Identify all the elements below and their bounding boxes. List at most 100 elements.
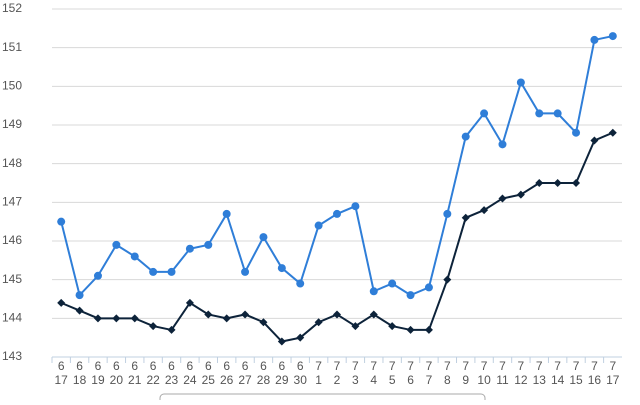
x-tick-label: 6 [407,373,414,387]
point [185,298,194,307]
point [498,194,507,203]
x-tick-label: 7 [591,359,598,373]
x-tick-label: 6 [278,359,285,373]
x-tick-label: 7 [426,373,433,387]
x-tick-label: 7 [554,359,561,373]
point [204,310,213,319]
x-tick-label: 12 [514,373,528,387]
y-tick-label: 147 [2,195,22,209]
point [296,279,305,288]
x-tick-label: 19 [91,373,105,387]
y-tick-label: 145 [2,272,22,286]
point [333,310,341,319]
point [388,279,397,288]
x-tick-label: 6 [260,359,267,373]
y-tick-label: 144 [2,311,22,325]
x-tick-label: 7 [609,359,616,373]
x-tick-label: 1 [315,373,322,387]
x-tick-label: 29 [275,373,289,387]
point [167,325,176,334]
y-tick-label: 152 [2,1,22,15]
point [296,333,305,342]
x-tick-label: 30 [294,373,308,387]
point [369,287,378,296]
x-tick-label: 17 [606,373,620,387]
point [424,325,433,334]
x-tick-label: 7 [334,359,341,373]
point [424,283,433,292]
point [277,264,286,273]
point [480,109,489,118]
x-tick-label: 11 [496,373,509,387]
point [590,35,599,44]
x-tick-label: 6 [58,359,65,373]
point [259,233,268,242]
x-tick-label: 3 [352,373,359,387]
x-tick-label: 5 [389,373,396,387]
point [222,209,231,218]
x-tick-label: 26 [220,373,234,387]
line [60,35,614,298]
point [314,221,323,230]
point [443,275,452,284]
point [149,322,158,331]
point [93,314,102,323]
point [553,109,562,118]
x-tick-label: 6 [76,359,83,373]
x-tick-label: 6 [297,359,304,373]
x-tick-label: 28 [257,373,271,387]
x-tick-label: 7 [536,359,543,373]
point [333,209,341,218]
x-tick-label: 7 [370,359,377,373]
x-tick-label: 14 [551,373,565,387]
x-tick-label: 27 [238,373,252,387]
x-tick-label: 6 [95,359,102,373]
x-tick-label: 21 [128,373,142,387]
x-tick-label: 6 [242,359,249,373]
point [406,291,415,300]
x-tick-label: 9 [462,373,469,387]
point [75,291,84,300]
x-tick-label: 7 [352,359,359,373]
x-tick-label: 2 [334,373,341,387]
x-tick-label: 8 [444,373,451,387]
x-tick-label: 24 [183,373,197,387]
point [222,314,231,323]
x-tick-label: 7 [481,359,488,373]
x-tick-label: 16 [588,373,602,387]
point [112,314,121,323]
x-tick-label: 7 [444,359,451,373]
point [351,322,360,331]
x-tick-label: 7 [389,359,396,373]
x-tick-label: 22 [146,373,160,387]
y-tick-label: 148 [2,156,22,170]
legend-box [159,393,486,405]
x-tick-label: 7 [462,359,469,373]
x-tick-label: 4 [370,373,377,387]
x-tick-label: 6 [168,359,175,373]
point [553,179,562,187]
x-tick-label: 15 [569,373,583,387]
point [75,306,84,315]
y-tick-label: 150 [2,79,22,93]
point [608,128,617,137]
x-tick-label: 6 [150,359,157,373]
point [572,128,581,137]
point [461,132,470,141]
point [149,267,158,276]
x-tick-label: 13 [533,373,547,387]
point [57,217,66,226]
point [480,206,489,215]
point [535,179,544,187]
x-tick-label: 25 [202,373,216,387]
x-tick-label: 7 [315,359,322,373]
x-tick-label: 20 [110,373,124,387]
x-tick-label: 10 [477,373,491,387]
point [351,202,360,211]
x-tick-label: 7 [499,359,506,373]
point [167,267,176,276]
point [130,252,139,261]
x-tick-label: 7 [426,359,433,373]
x-tick-label: 18 [73,373,87,387]
